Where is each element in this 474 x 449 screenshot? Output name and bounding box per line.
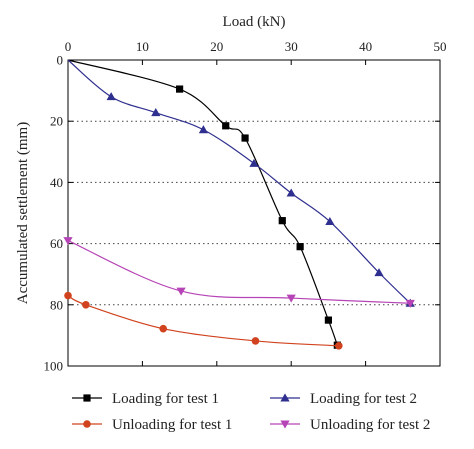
x-tick-label-10: 10 <box>136 39 149 54</box>
y-tick-label-40: 40 <box>50 175 63 190</box>
legend-marker-unloading-for-test-2 <box>280 420 290 429</box>
legend-marker-loading-for-test-2 <box>280 393 290 402</box>
series-loading-for-test-1 <box>67 59 341 349</box>
data-point-unloading-for-test-2-1 <box>176 287 186 296</box>
y-tick-label-80: 80 <box>50 297 63 312</box>
x-tick-label-0: 0 <box>65 39 72 54</box>
x-tick-label-20: 20 <box>210 39 223 54</box>
y-tick-label-0: 0 <box>57 53 64 68</box>
legend-marker-loading-for-test-1 <box>83 394 91 402</box>
data-point-loading-for-test-1-5 <box>296 243 304 251</box>
grid-lines <box>68 120 440 306</box>
y-tick-label-20: 20 <box>50 114 63 129</box>
data-point-loading-for-test-1-1 <box>176 85 184 93</box>
data-point-unloading-for-test-2-0 <box>63 237 73 246</box>
data-point-loading-for-test-1-6 <box>324 316 332 324</box>
legend-label-unloading-for-test-1: Unloading for test 1 <box>112 417 232 433</box>
legend-item-loading-for-test-1: Loading for test 1 <box>72 391 219 407</box>
series-unloading-for-test-2 <box>63 237 415 308</box>
data-point-loading-for-test-2-6 <box>325 216 335 226</box>
data-point-loading-for-test-2-7 <box>374 268 384 277</box>
series-line-loading-for-test-1 <box>67 59 338 346</box>
data-point-loading-for-test-2-1 <box>106 92 116 101</box>
axis-ticks <box>67 59 441 367</box>
legend-marker-unloading-for-test-1 <box>83 420 91 428</box>
x-tick-label-30: 30 <box>285 39 298 54</box>
data-point-unloading-for-test-1-0 <box>64 291 72 300</box>
data-point-loading-for-test-1-4 <box>278 217 286 225</box>
data-point-unloading-for-test-1-2 <box>159 324 168 333</box>
series-line-unloading-for-test-2 <box>67 239 411 304</box>
y-axis-title: Accumulated settlement (mm) <box>15 122 31 304</box>
series-unloading-for-test-1 <box>64 291 343 350</box>
x-tick-label-40: 40 <box>359 39 372 54</box>
legend-label-loading-for-test-1: Loading for test 1 <box>112 391 219 407</box>
legend-item-loading-for-test-2: Loading for test 2 <box>270 391 417 407</box>
data-point-unloading-for-test-1-1 <box>82 301 90 309</box>
data-point-loading-for-test-1-3 <box>241 134 249 142</box>
legend: Loading for test 1 Loading for test 2 Unlo… <box>72 391 430 433</box>
x-axis-title: Load (kN) <box>223 14 286 30</box>
data-point-loading-for-test-2-3 <box>198 125 209 134</box>
x-tick-label-50: 50 <box>434 39 447 54</box>
data-point-unloading-for-test-2-2 <box>286 294 296 303</box>
data-point-loading-for-test-1-2 <box>222 122 230 130</box>
legend-item-unloading-for-test-1: Unloading for test 1 <box>72 417 232 433</box>
data-point-unloading-for-test-1-3 <box>251 337 260 345</box>
data-point-loading-for-test-2-4 <box>249 158 259 167</box>
plot-frame <box>67 59 441 367</box>
y-tick-labels: 0 20 40 60 80 100 <box>44 53 64 374</box>
data-point-unloading-for-test-1-4 <box>335 342 343 350</box>
y-tick-label-100: 100 <box>44 359 64 374</box>
data-point-loading-for-test-2-2 <box>151 108 161 117</box>
series-loading-for-test-2 <box>67 59 415 307</box>
series-line-unloading-for-test-1 <box>67 295 339 347</box>
legend-label-loading-for-test-2: Loading for test 2 <box>310 391 417 407</box>
legend-label-unloading-for-test-2: Unloading for test 2 <box>310 417 430 433</box>
legend-item-unloading-for-test-2: Unloading for test 2 <box>270 417 430 433</box>
x-tick-labels: 0 10 20 30 40 50 <box>65 39 447 54</box>
data-point-loading-for-test-2-5 <box>286 188 296 197</box>
data-point-unloading-for-test-2-3 <box>405 299 415 308</box>
series-layer <box>63 59 415 350</box>
y-tick-label-60: 60 <box>50 236 63 251</box>
